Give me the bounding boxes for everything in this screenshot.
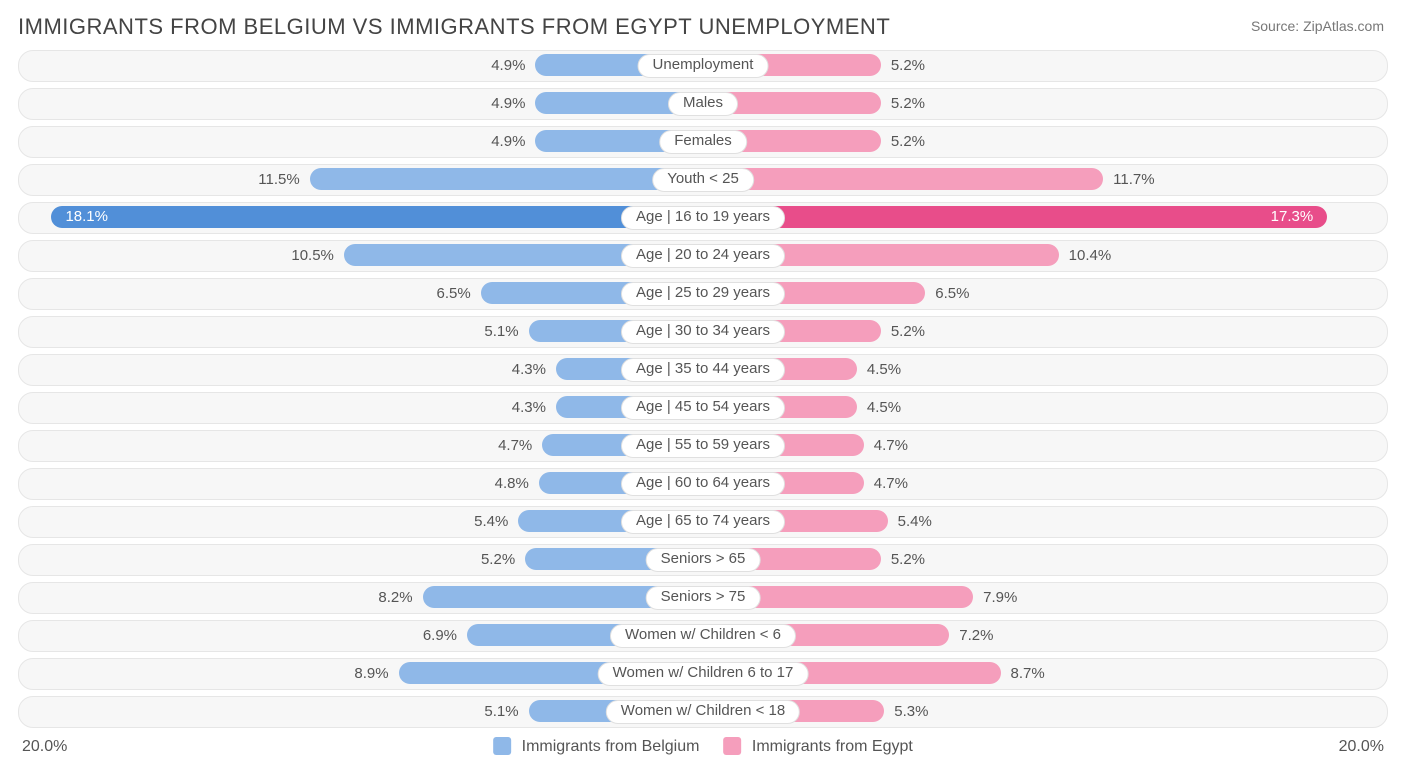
chart-row: Age | 16 to 19 years 18.1% 17.3% <box>18 202 1388 234</box>
chart-row: Age | 30 to 34 years 5.1% 5.2% <box>18 316 1388 348</box>
chart-row: Males 4.9% 5.2% <box>18 88 1388 120</box>
chart-row: Age | 60 to 64 years 4.8% 4.7% <box>18 468 1388 500</box>
row-category-label: Age | 55 to 59 years <box>621 434 785 458</box>
chart-area: Unemployment4.9%5.2%Males4.9%5.2%Females… <box>0 46 1406 728</box>
value-blue: 4.9% <box>491 89 535 119</box>
chart-row: Youth < 25 11.5% 11.7% <box>18 164 1388 196</box>
row-category-label: Youth < 25 <box>652 168 754 192</box>
value-pink: 5.2% <box>881 51 925 81</box>
value-blue: 8.9% <box>354 659 398 689</box>
value-blue: 10.5% <box>291 241 344 271</box>
value-blue: 11.5% <box>258 165 309 195</box>
value-blue: 4.3% <box>512 355 556 385</box>
row-category-label: Women w/ Children < 18 <box>606 700 800 724</box>
chart-row: Females 4.9% 5.2% <box>18 126 1388 158</box>
chart-row: Women w/ Children < 6 6.9% 7.2% <box>18 620 1388 652</box>
value-blue: 4.3% <box>512 393 556 423</box>
row-category-label: Age | 35 to 44 years <box>621 358 785 382</box>
value-blue: 5.1% <box>484 317 528 347</box>
value-pink: 8.7% <box>1001 659 1045 689</box>
value-blue: 18.1% <box>51 206 122 228</box>
value-pink: 4.5% <box>857 355 901 385</box>
value-blue: 4.9% <box>491 127 535 157</box>
row-category-label: Age | 60 to 64 years <box>621 472 785 496</box>
value-pink: 5.2% <box>881 89 925 119</box>
value-pink: 5.4% <box>888 507 932 537</box>
row-category-label: Females <box>659 130 747 154</box>
chart-title: IMMIGRANTS FROM BELGIUM VS IMMIGRANTS FR… <box>18 14 890 40</box>
value-pink: 11.7% <box>1103 165 1154 195</box>
row-category-label: Age | 30 to 34 years <box>621 320 785 344</box>
bar-blue <box>310 168 703 190</box>
chart-row: Seniors > 75 8.2% 7.9% <box>18 582 1388 614</box>
row-category-label: Women w/ Children 6 to 17 <box>598 662 809 686</box>
value-blue: 4.9% <box>491 51 535 81</box>
row-category-label: Age | 45 to 54 years <box>621 396 785 420</box>
chart-row: Age | 25 to 29 years 6.5% 6.5% <box>18 278 1388 310</box>
chart-row: Age | 20 to 24 years 10.5% 10.4% <box>18 240 1388 272</box>
value-pink: 5.3% <box>884 697 928 727</box>
value-pink: 7.2% <box>949 621 993 651</box>
chart-row: Age | 35 to 44 years 4.3% 4.5% <box>18 354 1388 386</box>
value-pink: 5.2% <box>881 127 925 157</box>
value-blue: 4.8% <box>495 469 539 499</box>
legend-swatch-pink <box>723 737 741 755</box>
chart-source: Source: ZipAtlas.com <box>1251 14 1384 34</box>
chart-row: Seniors > 65 5.2% 5.2% <box>18 544 1388 576</box>
chart-row: Age | 65 to 74 years 5.4% 5.4% <box>18 506 1388 538</box>
value-pink: 4.5% <box>857 393 901 423</box>
value-pink: 10.4% <box>1059 241 1112 271</box>
legend-item-blue: Immigrants from Belgium <box>493 738 699 756</box>
chart-row: Age | 55 to 59 years 4.7% 4.7% <box>18 430 1388 462</box>
axis-max-right: 20.0% <box>1339 738 1384 756</box>
value-blue: 6.9% <box>423 621 467 651</box>
chart-row: Age | 45 to 54 years 4.3% 4.5% <box>18 392 1388 424</box>
value-pink: 7.9% <box>973 583 1017 613</box>
value-pink: 5.2% <box>881 317 925 347</box>
value-pink: 17.3% <box>1257 206 1328 228</box>
legend-item-pink: Immigrants from Egypt <box>723 738 912 756</box>
value-blue: 6.5% <box>437 279 481 309</box>
value-pink: 4.7% <box>864 431 908 461</box>
row-category-label: Seniors > 65 <box>646 548 761 572</box>
chart-row: Women w/ Children < 18 5.1% 5.3% <box>18 696 1388 728</box>
row-category-label: Seniors > 75 <box>646 586 761 610</box>
value-blue: 5.2% <box>481 545 525 575</box>
bar-pink <box>703 206 1295 228</box>
value-blue: 4.7% <box>498 431 542 461</box>
axis-max-left: 20.0% <box>22 738 67 756</box>
row-category-label: Age | 20 to 24 years <box>621 244 785 268</box>
row-category-label: Unemployment <box>638 54 769 78</box>
row-category-label: Age | 16 to 19 years <box>621 206 785 230</box>
value-blue: 8.2% <box>378 583 422 613</box>
chart-row: Unemployment 4.9% 5.2% <box>18 50 1388 82</box>
bar-blue <box>84 206 703 228</box>
value-blue: 5.4% <box>474 507 518 537</box>
row-category-label: Age | 25 to 29 years <box>621 282 785 306</box>
row-category-label: Age | 65 to 74 years <box>621 510 785 534</box>
legend-label-pink: Immigrants from Egypt <box>752 738 913 755</box>
row-category-label: Women w/ Children < 6 <box>610 624 796 648</box>
legend-label-blue: Immigrants from Belgium <box>522 738 700 755</box>
value-pink: 4.7% <box>864 469 908 499</box>
value-blue: 5.1% <box>484 697 528 727</box>
value-pink: 5.2% <box>881 545 925 575</box>
row-category-label: Males <box>668 92 738 116</box>
chart-row: Women w/ Children 6 to 17 8.9% 8.7% <box>18 658 1388 690</box>
chart-footer: 20.0% Immigrants from Belgium Immigrants… <box>0 734 1406 757</box>
value-pink: 6.5% <box>925 279 969 309</box>
bar-pink <box>703 168 1103 190</box>
chart-legend: Immigrants from Belgium Immigrants from … <box>493 738 913 756</box>
chart-header: IMMIGRANTS FROM BELGIUM VS IMMIGRANTS FR… <box>0 0 1406 46</box>
legend-swatch-blue <box>493 737 511 755</box>
